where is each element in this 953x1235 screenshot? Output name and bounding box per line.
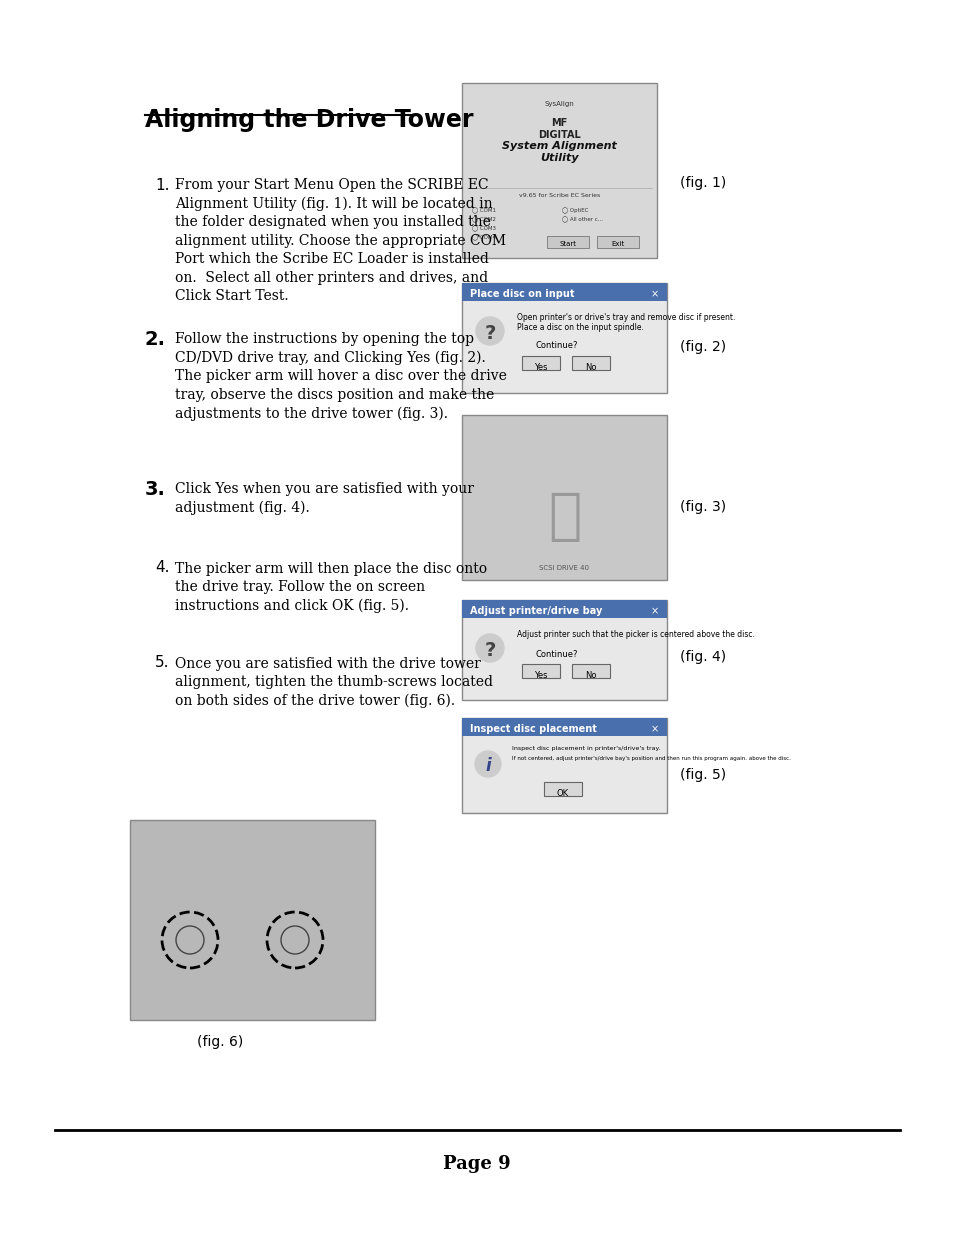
- Text: (fig. 6): (fig. 6): [196, 1035, 243, 1049]
- Text: Adjust printer such that the picker is centered above the disc.: Adjust printer such that the picker is c…: [517, 630, 754, 638]
- Text: Adjust printer/drive bay: Adjust printer/drive bay: [470, 606, 601, 616]
- Text: Place a disc on the input spindle.: Place a disc on the input spindle.: [517, 324, 643, 332]
- Text: Aligning the Drive Tower: Aligning the Drive Tower: [145, 107, 473, 132]
- Text: SCSI DRIVE 40: SCSI DRIVE 40: [539, 564, 589, 571]
- FancyBboxPatch shape: [130, 820, 375, 1020]
- Text: ×: ×: [650, 606, 659, 616]
- Text: v9.65 for Scribe EC Series: v9.65 for Scribe EC Series: [518, 193, 599, 198]
- Text: No: No: [584, 671, 597, 680]
- Text: Once you are satisfied with the drive tower
alignment, tighten the thumb-screws : Once you are satisfied with the drive to…: [174, 657, 493, 709]
- Circle shape: [475, 751, 500, 777]
- FancyBboxPatch shape: [461, 718, 666, 813]
- Text: From your Start Menu Open the SCRIBE EC
Alignment Utility (fig. 1). It will be l: From your Start Menu Open the SCRIBE EC …: [174, 178, 505, 303]
- Text: ×: ×: [650, 724, 659, 734]
- FancyBboxPatch shape: [461, 600, 666, 618]
- Text: ◯ OptiEC: ◯ OptiEC: [561, 207, 588, 215]
- FancyBboxPatch shape: [461, 283, 666, 393]
- FancyBboxPatch shape: [597, 236, 639, 248]
- Text: SysAlign: SysAlign: [544, 101, 574, 107]
- Text: ◯ COM2: ◯ COM2: [472, 217, 496, 224]
- Text: ◯ COM4: ◯ COM4: [472, 235, 496, 241]
- Circle shape: [476, 317, 503, 345]
- Text: Inspect disc placement in printer's/drive's tray.: Inspect disc placement in printer's/driv…: [512, 746, 659, 751]
- Text: OK: OK: [557, 789, 569, 798]
- Text: 1.: 1.: [154, 178, 170, 193]
- Text: Follow the instructions by opening the top
CD/DVD drive tray, and Clicking Yes (: Follow the instructions by opening the t…: [174, 332, 506, 421]
- Text: (fig. 4): (fig. 4): [679, 650, 725, 664]
- FancyBboxPatch shape: [461, 83, 657, 258]
- FancyBboxPatch shape: [461, 600, 666, 700]
- Text: 3.: 3.: [145, 480, 166, 499]
- FancyBboxPatch shape: [461, 283, 666, 301]
- Text: Continue?: Continue?: [536, 341, 578, 350]
- Text: Exit: Exit: [611, 241, 624, 247]
- Text: Click Yes when you are satisfied with your
adjustment (fig. 4).: Click Yes when you are satisfied with yo…: [174, 482, 474, 515]
- FancyBboxPatch shape: [572, 664, 609, 678]
- Text: (fig. 5): (fig. 5): [679, 768, 725, 782]
- Text: (fig. 1): (fig. 1): [679, 177, 725, 190]
- FancyBboxPatch shape: [521, 664, 559, 678]
- FancyBboxPatch shape: [461, 415, 666, 580]
- Text: ×: ×: [650, 289, 659, 299]
- Text: Inspect disc placement: Inspect disc placement: [470, 724, 597, 734]
- FancyBboxPatch shape: [521, 356, 559, 370]
- Text: 5.: 5.: [154, 655, 170, 671]
- Text: ◯ COM3: ◯ COM3: [472, 226, 496, 232]
- Text: ◯ COM1: ◯ COM1: [472, 207, 496, 215]
- Text: (fig. 2): (fig. 2): [679, 340, 725, 354]
- Text: ◯ All other c...: ◯ All other c...: [561, 217, 602, 224]
- Text: Page 9: Page 9: [443, 1155, 510, 1173]
- Text: MF
DIGITAL: MF DIGITAL: [537, 119, 580, 140]
- FancyBboxPatch shape: [546, 236, 588, 248]
- Text: System Alignment
Utility: System Alignment Utility: [501, 141, 617, 163]
- FancyBboxPatch shape: [543, 782, 581, 797]
- Text: Place disc on input: Place disc on input: [470, 289, 574, 299]
- FancyBboxPatch shape: [461, 718, 666, 736]
- Text: ?: ?: [484, 641, 496, 659]
- Text: If not centered, adjust printer's/drive bay's position and then run this program: If not centered, adjust printer's/drive …: [512, 756, 790, 761]
- Text: No: No: [584, 363, 597, 372]
- Text: i: i: [485, 757, 491, 776]
- Text: 2.: 2.: [145, 330, 166, 350]
- Text: Start: Start: [558, 241, 576, 247]
- Text: Yes: Yes: [534, 363, 547, 372]
- Text: Open printer's or drive's tray and remove disc if present.: Open printer's or drive's tray and remov…: [517, 312, 735, 322]
- Text: 📷: 📷: [547, 490, 580, 545]
- Circle shape: [476, 634, 503, 662]
- FancyBboxPatch shape: [572, 356, 609, 370]
- Text: The picker arm will then place the disc onto
the drive tray. Follow the on scree: The picker arm will then place the disc …: [174, 562, 487, 614]
- Text: Continue?: Continue?: [536, 650, 578, 659]
- Text: (fig. 3): (fig. 3): [679, 500, 725, 514]
- Text: 4.: 4.: [154, 559, 170, 576]
- Text: ?: ?: [484, 324, 496, 343]
- Text: Yes: Yes: [534, 671, 547, 680]
